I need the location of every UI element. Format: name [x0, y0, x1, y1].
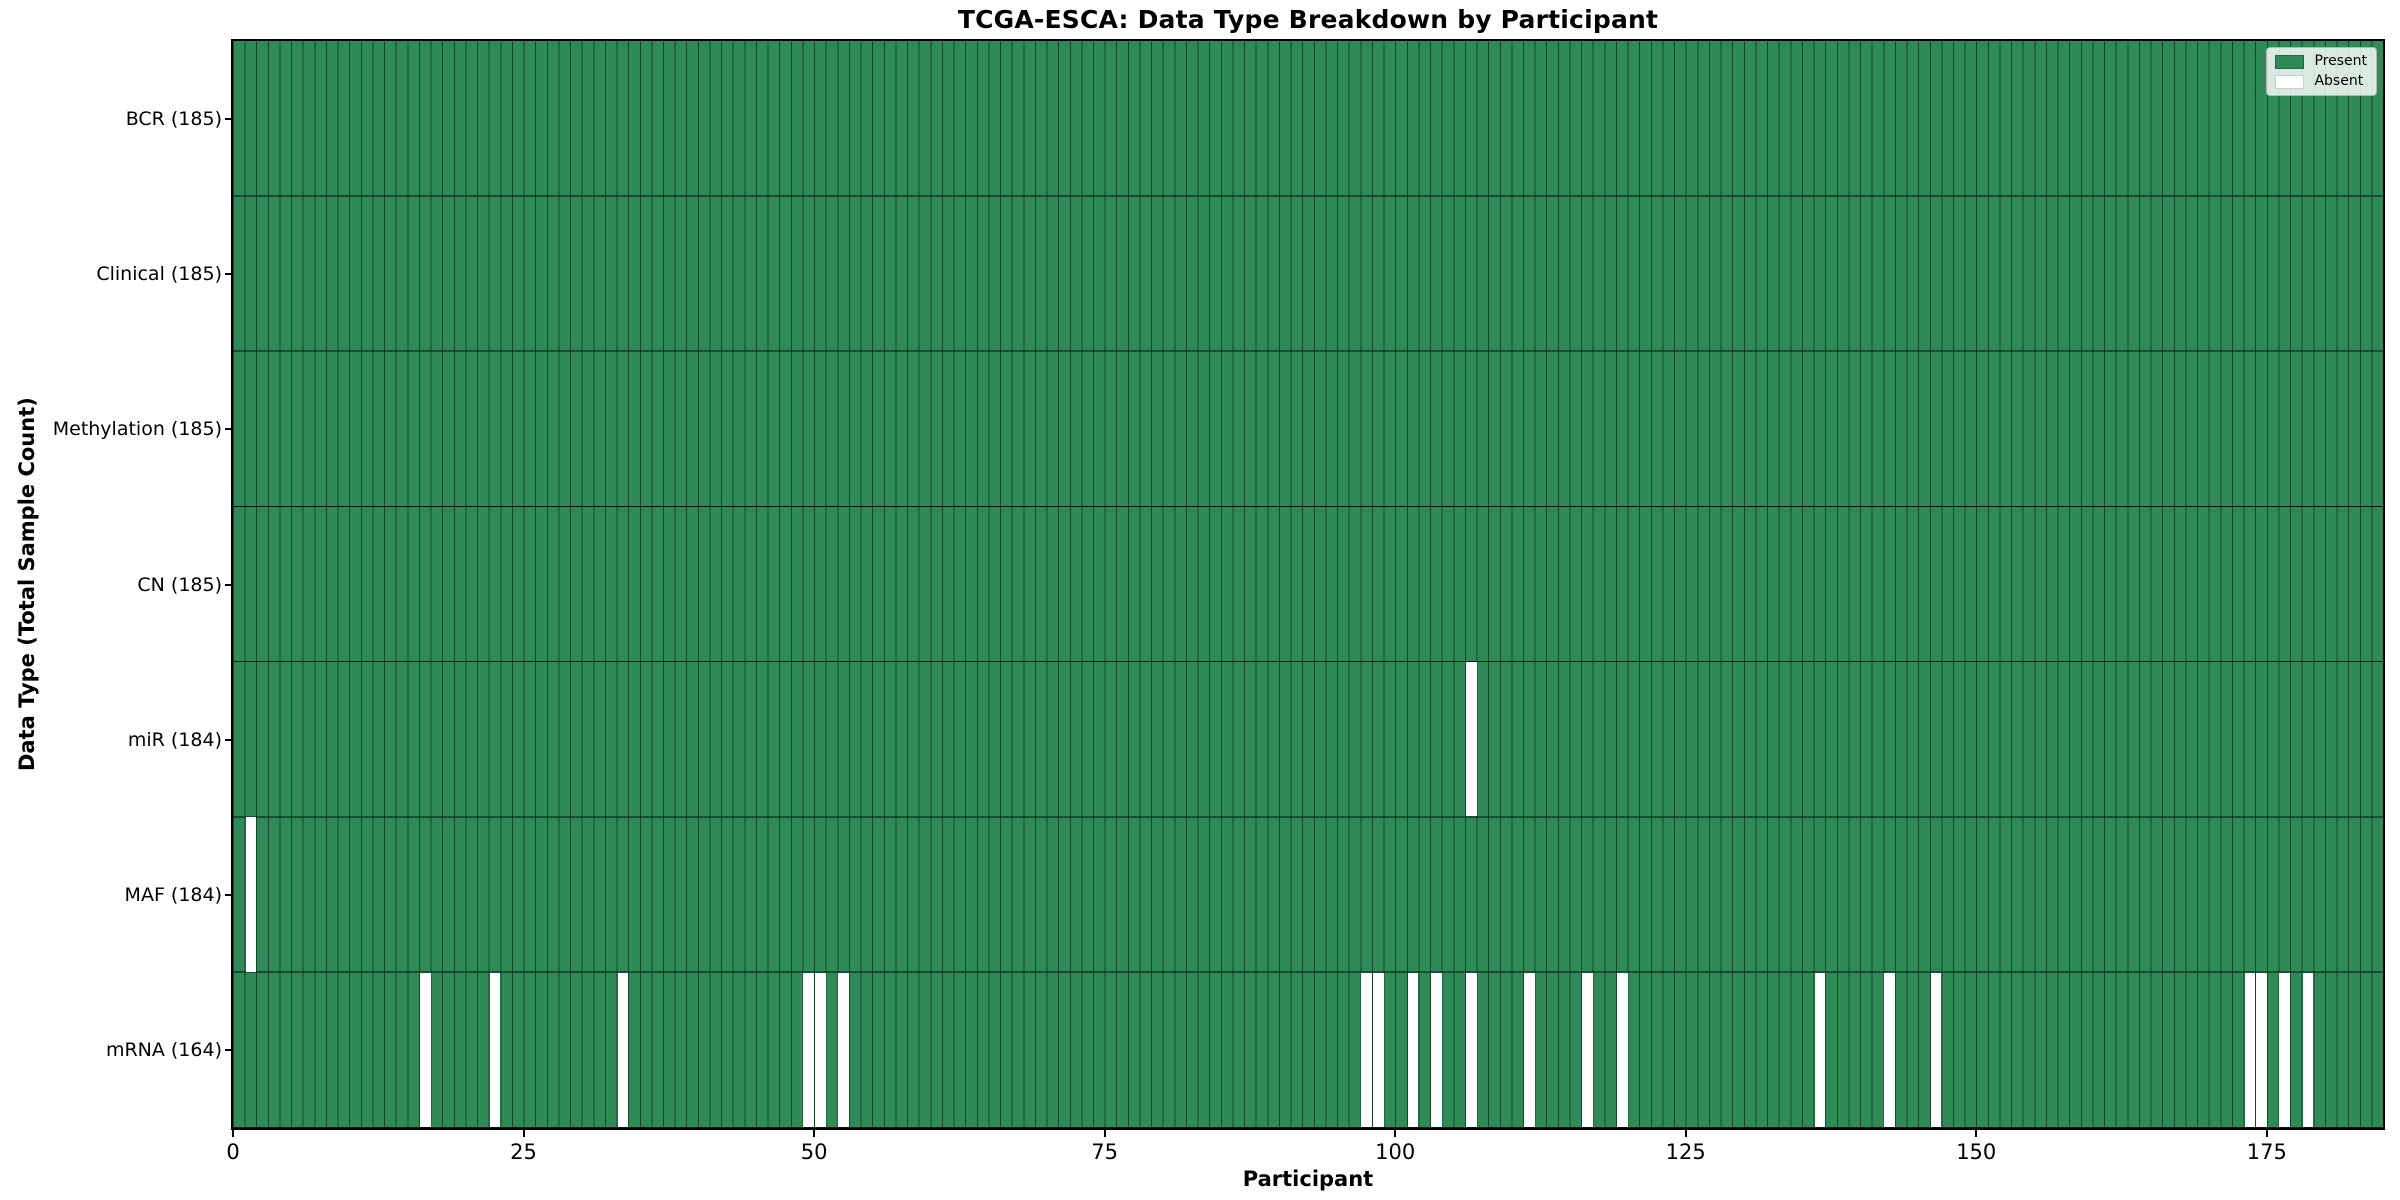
absent-cell-mrna-50: [815, 972, 826, 1127]
x-tick-label-0: 0: [226, 1140, 240, 1164]
legend-label-present: Present: [2314, 53, 2367, 69]
y-tick-label-bcr: BCR (185): [125, 107, 222, 130]
y-tick-label-mrna: mRNA (164): [105, 1039, 222, 1062]
x-tick-mark: [522, 1130, 525, 1137]
legend-item-present: Present: [2275, 54, 2367, 69]
absent-cell-mrna-16: [419, 972, 431, 1127]
x-tick-label-150: 150: [1956, 1140, 1997, 1164]
absent-cell-mrna-111: [1524, 972, 1535, 1127]
y-tick-mark: [225, 1049, 232, 1052]
absent-cell-mir-106: [1465, 662, 1477, 817]
x-tick-label-175: 175: [2246, 1140, 2287, 1164]
absent-cell-mrna-173: [2244, 972, 2256, 1127]
x-tick-label-25: 25: [510, 1140, 537, 1164]
y-tick-mark: [225, 428, 232, 431]
y-tick-mark: [225, 272, 232, 275]
absent-cell-mrna-97: [1361, 972, 1372, 1127]
chart-title: TCGA-ESCA: Data Type Breakdown by Partic…: [957, 5, 1659, 34]
x-tick-label-50: 50: [800, 1140, 828, 1164]
y-tick-label-mir: miR (184): [127, 728, 222, 751]
x-tick-mark: [1103, 1130, 1106, 1137]
legend: Present Absent: [2266, 47, 2377, 96]
absent-cell-mrna-103: [1431, 972, 1442, 1127]
absent-cell-mrna-174: [2256, 972, 2267, 1127]
x-tick-label-75: 75: [1091, 1140, 1118, 1164]
absent-cell-mrna-136: [1814, 972, 1826, 1127]
x-tick-label-100: 100: [1375, 1140, 1416, 1164]
x-tick-mark: [1684, 1130, 1687, 1137]
legend-item-absent: Absent: [2275, 74, 2367, 89]
x-tick-mark: [2265, 1130, 2268, 1137]
x-tick-mark: [232, 1130, 234, 1137]
absent-cell-mrna-33: [617, 972, 629, 1127]
absent-cell-mrna-22: [489, 972, 501, 1127]
absent-cell-maf-1: [245, 817, 257, 972]
absent-cell-mrna-49: [803, 972, 815, 1127]
absent-cell-mrna-106: [1465, 972, 1477, 1127]
y-tick-mark: [225, 583, 232, 586]
absent-cell-mrna-101: [1407, 972, 1419, 1127]
absent-cell-mrna-98: [1372, 972, 1384, 1127]
x-tick-mark: [1394, 1130, 1397, 1137]
y-tick-label-maf: MAF (184): [124, 884, 222, 907]
y-tick-mark: [225, 894, 232, 897]
absent-cell-mrna-116: [1582, 972, 1593, 1127]
legend-swatch-absent-icon: [2275, 74, 2305, 89]
y-tick-label-clinical: Clinical (185): [96, 262, 222, 285]
plot-area: Present Absent: [233, 41, 2383, 1128]
y-tick-mark: [225, 738, 232, 741]
legend-label-absent: Absent: [2314, 73, 2364, 89]
legend-swatch-present-icon: [2275, 54, 2305, 69]
absent-cell-mrna-178: [2302, 972, 2314, 1127]
absent-cell-mrna-119: [1616, 972, 1628, 1127]
absent-cell-mrna-176: [2279, 972, 2290, 1127]
x-tick-label-125: 125: [1665, 1140, 1706, 1164]
absent-cell-mrna-52: [838, 972, 849, 1127]
y-tick-label-cn: CN (185): [137, 573, 222, 596]
x-axis-label: Participant: [1242, 1167, 1374, 1191]
x-tick-mark: [1975, 1130, 1978, 1137]
x-tick-mark: [813, 1130, 816, 1137]
y-tick-mark: [225, 117, 232, 120]
y-tick-label-methylation: Methylation (185): [52, 418, 222, 441]
absent-cell-mrna-146: [1930, 972, 1942, 1127]
absent-cell-mrna-142: [1884, 972, 1895, 1127]
